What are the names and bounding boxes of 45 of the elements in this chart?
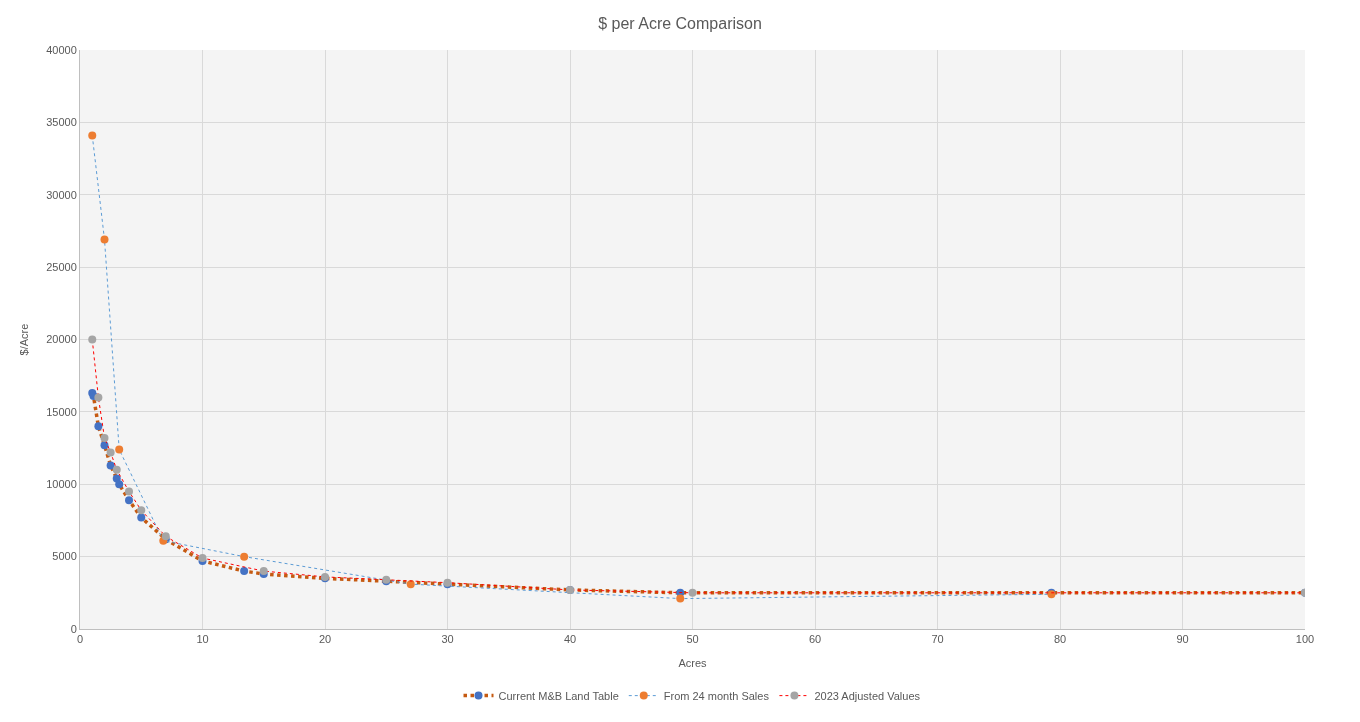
point [676, 594, 685, 603]
x-tick-label: 40 [563, 633, 577, 646]
y-tick-label: 20000 [46, 333, 77, 346]
y-tick-label: 40000 [46, 43, 77, 56]
x-tick-label: 70 [931, 633, 944, 646]
chart-title: $ per Acre Comparison [598, 15, 762, 33]
point [112, 465, 121, 474]
point [106, 461, 115, 470]
y-tick-label: 10000 [46, 478, 77, 491]
point [94, 422, 103, 431]
x-tick-label: 60 [808, 633, 822, 646]
point [100, 235, 109, 244]
x-axis-title: Acres [678, 657, 708, 670]
point [88, 335, 97, 344]
point [240, 567, 249, 576]
point [137, 513, 146, 522]
y-tick-label: 25000 [46, 260, 77, 273]
point [88, 131, 97, 140]
y-tick-label: 15000 [46, 405, 77, 418]
point [240, 552, 249, 561]
point [688, 588, 697, 597]
x-tick-label: 20 [318, 633, 332, 646]
y-tick-label: 0 [70, 622, 77, 635]
x-tick-label: 80 [1053, 633, 1067, 646]
x-tick-label: 100 [1295, 633, 1315, 646]
legend-label: From 24 month Sales [663, 689, 770, 702]
x-tick-label: 50 [686, 633, 699, 646]
point [125, 496, 133, 505]
point [125, 487, 133, 496]
y-tick-label: 30000 [46, 188, 77, 201]
x-tick-label: 90 [1176, 633, 1189, 646]
point [115, 480, 124, 489]
point [115, 445, 124, 454]
x-tick-label: 10 [196, 633, 209, 646]
point [137, 506, 146, 515]
y-axis-title: $/Acre [17, 323, 30, 356]
point [100, 433, 109, 442]
point [100, 441, 109, 450]
legend-label: Current M&B Land Table [498, 689, 619, 702]
point [94, 393, 103, 402]
point [106, 448, 115, 457]
x-tick-label: 30 [441, 633, 454, 646]
legend-label: 2023 Adjusted Values [814, 689, 921, 702]
y-tick-label: 5000 [52, 550, 77, 563]
y-tick-label: 35000 [46, 116, 77, 129]
